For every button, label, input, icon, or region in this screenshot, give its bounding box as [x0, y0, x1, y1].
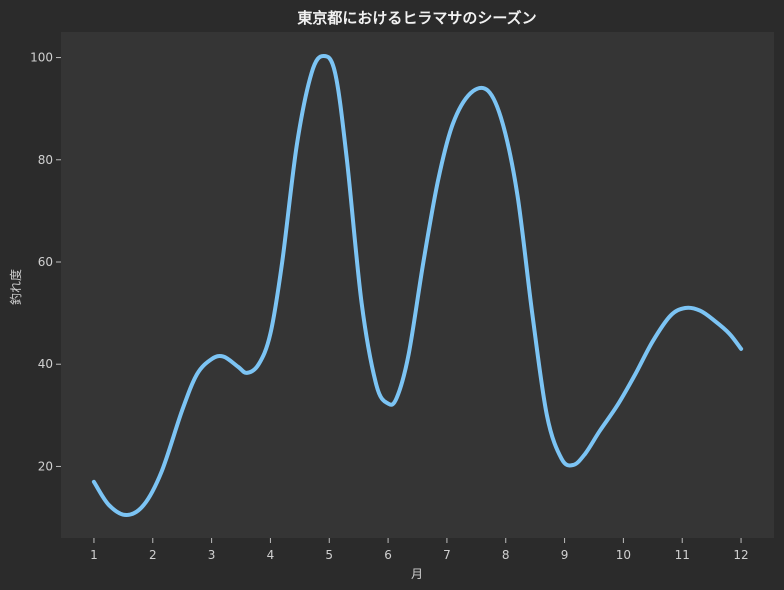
x-tick-label: 2	[149, 548, 157, 562]
x-axis-label: 月	[411, 567, 423, 581]
x-tick-label: 1	[90, 548, 98, 562]
y-tick-label: 100	[30, 51, 53, 65]
y-tick-label: 40	[38, 357, 53, 371]
x-tick-label: 5	[325, 548, 333, 562]
series-line	[91, 53, 744, 517]
x-tick-label: 12	[733, 548, 748, 562]
chart-title: 東京都におけるヒラマサのシーズン	[297, 9, 536, 27]
x-tick-label: 11	[675, 548, 690, 562]
x-tick-label: 7	[443, 548, 451, 562]
x-tick-label: 9	[561, 548, 569, 562]
y-tick-label: 80	[38, 153, 53, 167]
x-tick-label: 10	[616, 548, 631, 562]
plot-area	[61, 32, 774, 538]
y-tick-label: 60	[38, 255, 53, 269]
y-tick-label: 20	[38, 459, 53, 473]
x-tick-label: 8	[502, 548, 510, 562]
x-tick-label: 6	[384, 548, 392, 562]
y-axis-label: 釣れ度	[8, 269, 23, 305]
x-tick-label: 4	[267, 548, 275, 562]
x-axis: 1 2 3 4 5 6 7 8 9 10 11 12	[90, 538, 749, 562]
y-axis: 20 40 60 80 100	[30, 51, 61, 473]
x-tick-label: 3	[208, 548, 216, 562]
